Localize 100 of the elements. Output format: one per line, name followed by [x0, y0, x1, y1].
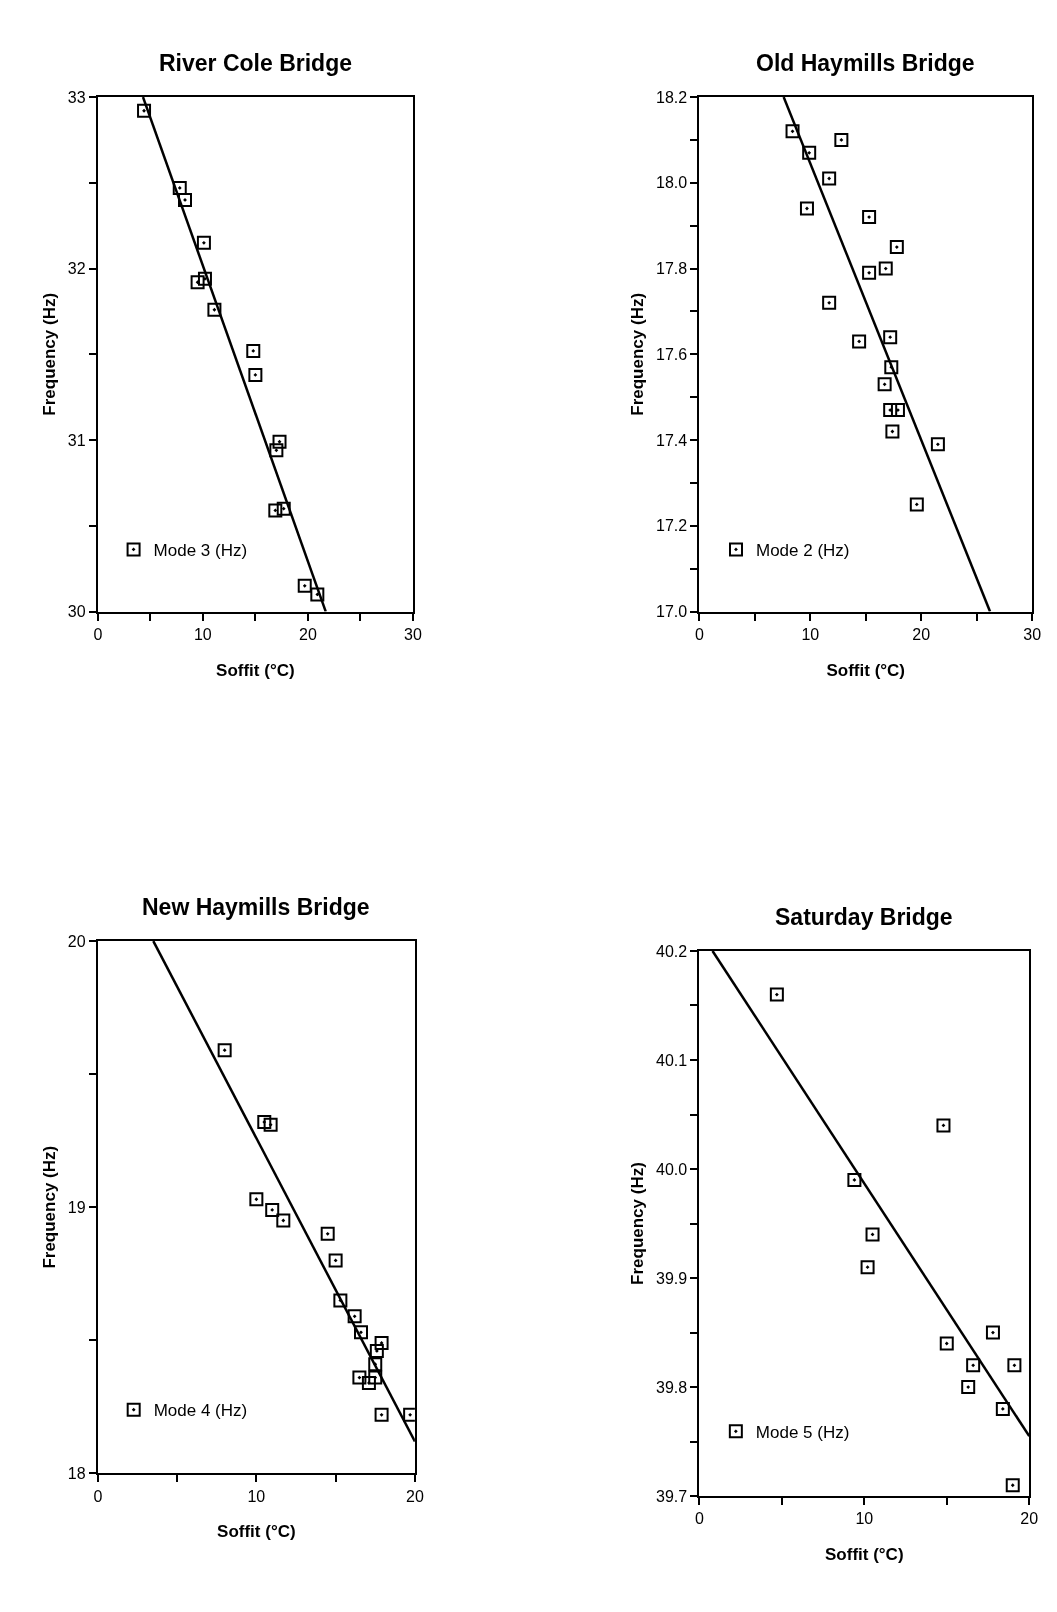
point [862, 265, 877, 280]
y-tick-label: 39.7 [656, 1487, 688, 1505]
point [862, 210, 877, 225]
y-tick-label: 40.1 [656, 1051, 688, 1069]
y-tick-label: 39.9 [656, 1269, 688, 1287]
point [353, 1325, 368, 1340]
point [368, 1370, 383, 1385]
point [352, 1370, 367, 1385]
x-tick-label: 10 [247, 1487, 266, 1505]
y-tick-label: 40.0 [656, 1160, 688, 1178]
point [884, 360, 899, 375]
point [1007, 1358, 1022, 1373]
y-tick-label: 17.0 [656, 603, 688, 621]
y-tick-label: 17.4 [656, 431, 688, 449]
x-tick-label: 10 [855, 1510, 874, 1528]
chart-title: River Cole Bridge [159, 50, 352, 76]
legend-label: Mode 2 (Hz) [755, 541, 850, 561]
x-tick-label: 30 [1023, 625, 1042, 643]
y-tick-label: 17.8 [656, 260, 688, 278]
point [248, 367, 263, 382]
y-tick-label: 18.0 [656, 174, 688, 192]
point [1005, 1478, 1020, 1493]
point [137, 103, 152, 118]
point [190, 275, 205, 290]
y-tick-label: 31 [67, 431, 86, 449]
point [333, 1293, 348, 1308]
x-axis-title: Soffit (°C) [825, 1545, 904, 1565]
point [265, 1202, 280, 1217]
point [249, 1192, 264, 1207]
point [310, 587, 325, 602]
point [276, 1213, 291, 1228]
point [217, 1043, 232, 1058]
point [822, 295, 837, 310]
x-axis-title: Soffit (°C) [217, 1522, 296, 1542]
y-tick-label: 18.2 [656, 88, 688, 106]
point [802, 145, 817, 160]
point [822, 171, 837, 186]
x-tick-label: 20 [298, 625, 317, 643]
point [852, 334, 867, 349]
chart-title: Old Haymills Bridge [756, 50, 975, 76]
point [883, 330, 898, 345]
y-axis-title: Frequency (Hz) [628, 1162, 648, 1285]
point [909, 497, 924, 512]
y-axis-title: Frequency (Hz) [39, 292, 59, 416]
x-axis-title: Soffit (°C) [826, 660, 906, 680]
x-tick-label: 0 [93, 1487, 103, 1505]
point [374, 1407, 389, 1422]
point [995, 1401, 1010, 1416]
legend-label: Mode 3 (Hz) [153, 541, 248, 561]
point [966, 1358, 981, 1373]
point [207, 302, 222, 317]
point [878, 261, 893, 276]
point [930, 437, 945, 452]
point [361, 1375, 376, 1390]
point [328, 1253, 343, 1268]
y-tick-label: 18 [67, 1464, 86, 1482]
point [272, 434, 287, 449]
y-tick-label: 17.6 [656, 345, 688, 363]
point [263, 1117, 278, 1132]
point [297, 578, 312, 593]
x-tick-label: 20 [912, 625, 931, 643]
point [860, 1260, 875, 1275]
point [885, 424, 900, 439]
x-tick-label: 20 [1020, 1510, 1039, 1528]
y-axis-title: Frequency (Hz) [628, 292, 648, 416]
point [374, 1335, 389, 1350]
y-tick-label: 17.2 [656, 517, 688, 535]
x-axis-title: Soffit (°C) [216, 660, 295, 680]
point [246, 343, 261, 358]
y-tick-label: 20 [67, 932, 86, 950]
y-axis-title: Frequency (Hz) [39, 1145, 59, 1269]
point [785, 124, 800, 139]
point [985, 1325, 1000, 1340]
point [257, 1115, 272, 1130]
point [276, 501, 291, 516]
point [865, 1227, 880, 1242]
point [268, 503, 283, 518]
y-tick-label: 19 [67, 1198, 86, 1216]
point [369, 1343, 384, 1358]
point [889, 240, 904, 255]
point [834, 132, 849, 147]
legend-label: Mode 5 (Hz) [755, 1422, 850, 1442]
point [890, 403, 905, 418]
y-tick-label: 33 [67, 88, 86, 106]
chart-title: New Haymills Bridge [142, 894, 370, 920]
x-tick-label: 10 [801, 625, 820, 643]
y-tick-label: 40.2 [656, 942, 688, 960]
point [939, 1336, 954, 1351]
point [347, 1309, 362, 1324]
point [197, 271, 212, 286]
point [196, 235, 211, 250]
point [172, 180, 187, 195]
point [769, 987, 784, 1002]
y-tick-label: 39.8 [656, 1378, 688, 1396]
point [961, 1380, 976, 1395]
x-tick-label: 0 [694, 625, 704, 643]
point [877, 377, 892, 392]
point [269, 443, 284, 458]
point [320, 1226, 335, 1241]
point [883, 403, 898, 418]
